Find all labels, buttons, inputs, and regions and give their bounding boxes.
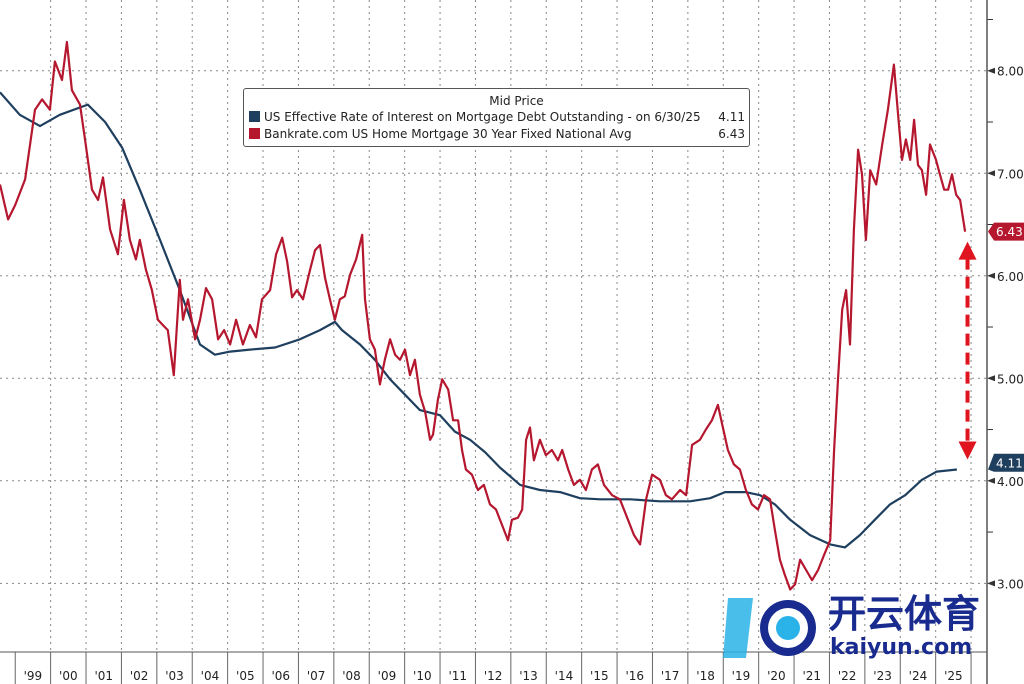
watermark-logo: 开云体育 kaiyun.com bbox=[718, 590, 988, 666]
x-tick-label: '19 bbox=[732, 669, 751, 683]
y-tick-label: 6.00 bbox=[997, 270, 1024, 284]
x-tick-label: '01 bbox=[94, 669, 113, 683]
legend-item-bankrate: Bankrate.com US Home Mortgage 30 Year Fi… bbox=[244, 125, 749, 142]
arrow-head-up bbox=[958, 241, 977, 260]
x-tick-label: '11 bbox=[448, 669, 467, 683]
x-tick-label: '03 bbox=[165, 669, 184, 683]
watermark-cn: 开云体育 bbox=[828, 592, 981, 636]
last-value-label: 6.43 bbox=[996, 225, 1023, 239]
x-tick-label: '07 bbox=[307, 669, 326, 683]
x-tick-label: '14 bbox=[555, 669, 574, 683]
x-tick-label: '23 bbox=[873, 669, 892, 683]
y-tick-label: 4.00 bbox=[997, 475, 1024, 489]
y-tick-label: 7.00 bbox=[997, 167, 1024, 181]
x-tick-label: '09 bbox=[378, 669, 397, 683]
legend: Mid Price US Effective Rate of Interest … bbox=[243, 88, 750, 147]
x-tick-label: '21 bbox=[802, 669, 821, 683]
legend-value: 4.11 bbox=[718, 109, 745, 124]
logo-icon bbox=[723, 598, 816, 658]
legend-value: 6.43 bbox=[718, 126, 745, 141]
x-tick-label: '08 bbox=[342, 669, 361, 683]
series-line-effective-rate bbox=[0, 91, 958, 549]
y-tick-label: 8.00 bbox=[997, 65, 1024, 79]
y-tick bbox=[987, 170, 995, 177]
x-tick-label: '04 bbox=[201, 669, 220, 683]
legend-label: US Effective Rate of Interest on Mortgag… bbox=[264, 109, 701, 124]
x-tick-label: '10 bbox=[413, 669, 432, 683]
x-tick-label: '25 bbox=[944, 669, 963, 683]
y-tick bbox=[987, 580, 995, 587]
x-tick-label: '99 bbox=[24, 669, 43, 683]
y-tick bbox=[987, 477, 995, 484]
x-tick-label: '15 bbox=[590, 669, 609, 683]
last-value-tag bbox=[988, 453, 1024, 472]
x-tick-label: '02 bbox=[130, 669, 149, 683]
x-tick-label: '05 bbox=[236, 669, 255, 683]
legend-swatch-red bbox=[249, 128, 260, 139]
watermark-en: kaiyun.com bbox=[830, 635, 973, 660]
x-tick-label: '12 bbox=[484, 669, 503, 683]
legend-label: Bankrate.com US Home Mortgage 30 Year Fi… bbox=[264, 126, 632, 141]
y-tick-label: 5.00 bbox=[997, 372, 1024, 386]
legend-title: Mid Price bbox=[489, 94, 544, 108]
x-tick-label: '24 bbox=[909, 669, 928, 683]
series-line-bankrate bbox=[0, 40, 967, 591]
y-tick bbox=[987, 67, 995, 74]
y-tick bbox=[987, 375, 995, 382]
x-tick-label: '16 bbox=[625, 669, 644, 683]
arrow-head-down bbox=[958, 441, 977, 460]
x-tick-label: '17 bbox=[661, 669, 680, 683]
legend-swatch-blue bbox=[249, 111, 260, 122]
x-tick-label: '13 bbox=[519, 669, 538, 683]
x-tick-label: '18 bbox=[696, 669, 715, 683]
last-value-label: 4.11 bbox=[996, 456, 1023, 470]
x-tick-label: '20 bbox=[767, 669, 786, 683]
x-tick-label: '00 bbox=[59, 669, 78, 683]
last-value-tag bbox=[988, 222, 1024, 241]
x-tick-label: '06 bbox=[271, 669, 290, 683]
y-tick-label: 3.00 bbox=[997, 577, 1024, 591]
x-tick-label: '22 bbox=[838, 669, 857, 683]
y-tick bbox=[987, 272, 995, 279]
legend-item-effective-rate: US Effective Rate of Interest on Mortgag… bbox=[244, 108, 749, 125]
